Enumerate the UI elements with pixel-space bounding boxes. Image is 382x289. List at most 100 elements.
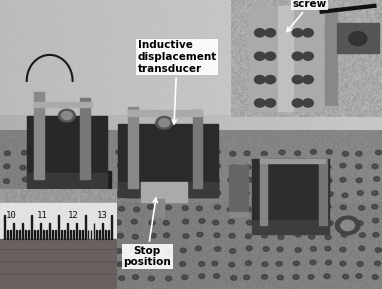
Circle shape — [374, 177, 380, 181]
Text: 12: 12 — [68, 211, 79, 220]
Circle shape — [359, 233, 366, 237]
Circle shape — [292, 179, 298, 183]
Circle shape — [119, 276, 125, 280]
Circle shape — [183, 219, 189, 224]
Circle shape — [214, 205, 220, 210]
Circle shape — [5, 261, 11, 266]
Circle shape — [54, 165, 60, 170]
Circle shape — [262, 262, 268, 266]
Bar — [64, 230, 65, 239]
Circle shape — [37, 221, 43, 225]
Bar — [319, 159, 327, 225]
Bar — [260, 156, 267, 225]
Circle shape — [277, 205, 283, 209]
Circle shape — [229, 234, 235, 238]
Circle shape — [214, 164, 220, 168]
Circle shape — [100, 248, 106, 252]
Circle shape — [292, 221, 298, 225]
Bar — [52, 230, 53, 239]
Circle shape — [325, 260, 332, 265]
Text: Inductive
displacement
transducer: Inductive displacement transducer — [138, 40, 217, 124]
Bar — [49, 223, 50, 239]
Bar — [126, 179, 218, 197]
Circle shape — [340, 205, 346, 210]
Circle shape — [35, 260, 41, 265]
Circle shape — [343, 274, 349, 279]
Circle shape — [35, 151, 41, 155]
Circle shape — [245, 234, 251, 239]
Circle shape — [196, 206, 202, 211]
Circle shape — [53, 177, 60, 182]
Circle shape — [341, 220, 354, 231]
Circle shape — [199, 192, 205, 197]
Circle shape — [245, 261, 251, 266]
Circle shape — [359, 205, 365, 210]
Bar — [252, 159, 329, 225]
Bar — [155, 199, 164, 217]
Circle shape — [119, 179, 125, 184]
Circle shape — [376, 150, 382, 155]
Circle shape — [292, 75, 303, 84]
Circle shape — [35, 165, 41, 170]
Circle shape — [150, 163, 156, 168]
Circle shape — [181, 192, 188, 197]
Bar — [67, 223, 68, 239]
Circle shape — [51, 233, 57, 237]
Bar — [108, 230, 109, 239]
Bar — [193, 110, 202, 188]
Circle shape — [149, 221, 155, 225]
Circle shape — [86, 191, 92, 196]
Circle shape — [349, 32, 367, 46]
Circle shape — [150, 233, 156, 238]
Bar — [70, 230, 71, 239]
Bar — [84, 215, 86, 239]
Circle shape — [303, 99, 313, 107]
Circle shape — [214, 149, 220, 154]
Circle shape — [295, 151, 301, 155]
Circle shape — [265, 29, 276, 37]
Circle shape — [246, 220, 253, 225]
Circle shape — [215, 191, 221, 195]
Circle shape — [254, 29, 265, 37]
Circle shape — [342, 151, 348, 156]
Circle shape — [133, 193, 139, 197]
Bar — [19, 230, 20, 239]
Circle shape — [20, 262, 26, 266]
Bar — [118, 124, 218, 188]
Circle shape — [4, 151, 10, 155]
Circle shape — [342, 193, 348, 198]
Circle shape — [165, 149, 172, 154]
Circle shape — [180, 166, 186, 170]
Circle shape — [245, 207, 251, 212]
Circle shape — [261, 221, 267, 225]
Circle shape — [54, 207, 60, 211]
Circle shape — [244, 151, 250, 155]
Circle shape — [70, 233, 76, 238]
Circle shape — [102, 274, 108, 279]
Bar — [4, 215, 5, 239]
Circle shape — [231, 276, 237, 280]
Circle shape — [265, 52, 276, 60]
Circle shape — [308, 275, 314, 279]
Circle shape — [261, 275, 267, 279]
Circle shape — [118, 163, 124, 168]
Circle shape — [340, 261, 346, 266]
Circle shape — [310, 260, 316, 265]
Circle shape — [39, 205, 45, 210]
Circle shape — [372, 164, 378, 168]
Circle shape — [309, 177, 315, 181]
Bar — [252, 220, 329, 234]
Circle shape — [84, 261, 90, 266]
Circle shape — [197, 232, 203, 237]
Circle shape — [51, 218, 57, 223]
Circle shape — [325, 235, 331, 240]
Circle shape — [70, 220, 76, 224]
Circle shape — [259, 179, 265, 184]
Bar — [0, 239, 117, 289]
Circle shape — [35, 275, 41, 280]
Circle shape — [292, 29, 303, 37]
Circle shape — [228, 219, 235, 224]
Circle shape — [324, 274, 330, 279]
Bar — [27, 173, 107, 188]
Circle shape — [51, 191, 57, 196]
